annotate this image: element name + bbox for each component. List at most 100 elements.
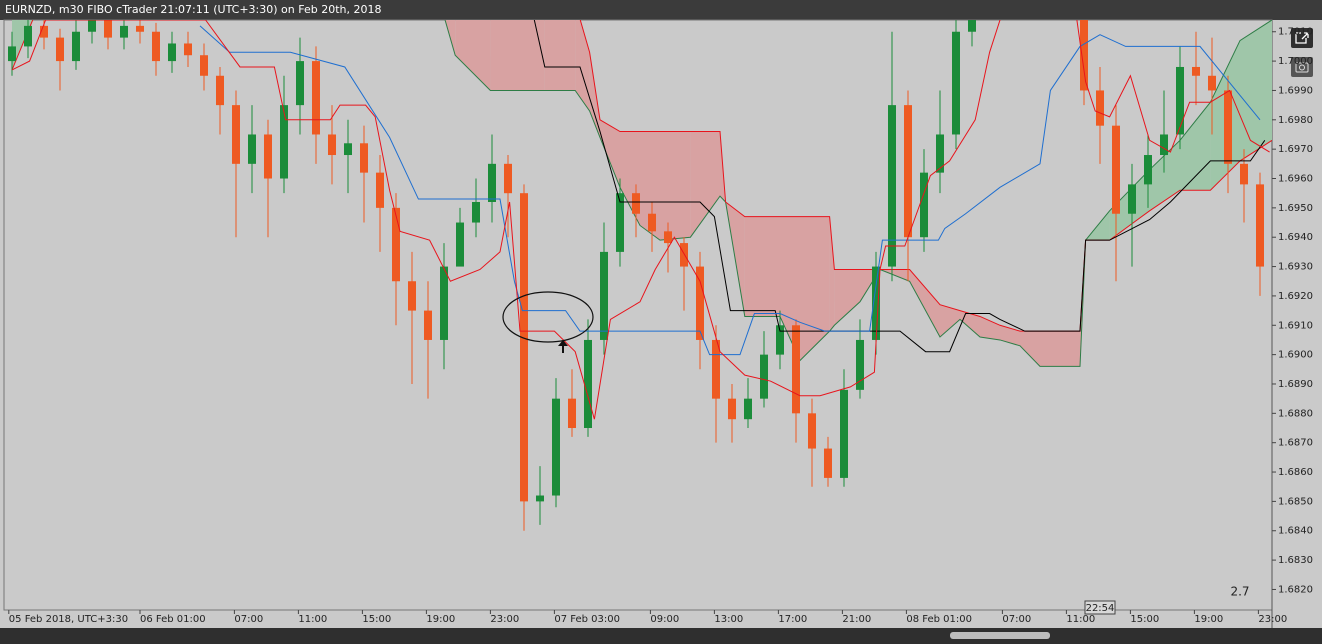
candle-body [968, 20, 976, 32]
candle-body [504, 163, 512, 194]
candle-body [600, 251, 608, 340]
cloud-fill [1149, 140, 1180, 211]
candle-body [664, 231, 672, 244]
candle-body [152, 31, 160, 62]
y-tick-label: 1.6880 [1278, 408, 1313, 419]
y-tick-label: 1.6930 [1278, 262, 1313, 273]
cloud-fill [834, 269, 860, 326]
indicator-line [11, 20, 1270, 420]
x-tick-label: 23:00 [490, 614, 519, 625]
x-tick-label: 19:00 [426, 614, 455, 625]
indicator-line [199, 25, 1261, 356]
y-tick-label: 1.6990 [1278, 85, 1313, 96]
candle-body [376, 172, 384, 208]
cloud-fill [455, 20, 491, 91]
cloud-fill [600, 119, 620, 188]
x-tick-label: 15:00 [362, 614, 391, 625]
candle-body [744, 398, 752, 420]
candle-body [552, 398, 560, 496]
candle-body [280, 105, 288, 179]
x-tick-label: 07:00 [1002, 614, 1031, 625]
y-tick-label: 1.6870 [1278, 438, 1313, 449]
cloud-fill [960, 310, 980, 338]
y-tick-label: 1.6970 [1278, 144, 1313, 155]
candle-body [40, 25, 48, 38]
indicator-line [533, 20, 1266, 353]
y-tick-label: 1.7010 [1278, 27, 1313, 38]
candle-body [184, 43, 192, 56]
scrollbar-thumb[interactable] [950, 632, 1050, 639]
candle-body [456, 222, 464, 267]
candle-body [424, 310, 432, 340]
y-tick-label: 1.6910 [1278, 320, 1313, 331]
x-tick-label: 13:00 [714, 614, 743, 625]
candle-body [776, 325, 784, 355]
candle-body [904, 105, 912, 238]
scrollbar-track [0, 628, 1322, 644]
y-tick-label: 1.6840 [1278, 526, 1313, 537]
candle-body [856, 339, 864, 390]
candle-body [584, 339, 592, 429]
cloud-fill [1020, 331, 1040, 367]
candle-body [840, 389, 848, 478]
detach-icon [1295, 32, 1309, 44]
plot-area [3, 19, 1273, 611]
x-tick-label: 05 Feb 2018, UTC+3:30 [9, 614, 128, 625]
candle-body [1176, 66, 1184, 135]
candle-body [1208, 75, 1216, 91]
candle-body [360, 143, 368, 173]
candle-body [1096, 90, 1104, 126]
x-tick-label: 19:00 [1194, 614, 1223, 625]
candle-body [1160, 134, 1168, 156]
x-tick-label: 17:00 [778, 614, 807, 625]
candle-body [872, 266, 880, 340]
y-tick-label: 1.6940 [1278, 232, 1313, 243]
x-tick-label: 11:00 [1066, 614, 1095, 625]
cloud-fill [589, 52, 600, 138]
candle-body [232, 105, 240, 164]
candle-body [728, 398, 736, 420]
annotation-ellipse [502, 291, 594, 343]
cloud-fill [829, 216, 835, 332]
candle-body [136, 25, 144, 32]
candle-body [392, 207, 400, 282]
candle-body [408, 281, 416, 311]
candle-body [712, 339, 720, 399]
candle-body [24, 25, 32, 47]
cloud-fill [490, 20, 545, 91]
cloud-fill [780, 216, 800, 361]
candle-body [1192, 66, 1200, 76]
x-tick-label: 07:00 [234, 614, 263, 625]
title-bar [0, 0, 1322, 20]
y-tick-label: 1.6890 [1278, 379, 1313, 390]
y-tick-label: 1.6980 [1278, 115, 1313, 126]
candle-body [264, 134, 272, 179]
candle-body [648, 213, 656, 232]
x-tick-label: 07 Feb 03:00 [554, 614, 620, 625]
y-tick-label: 1.6960 [1278, 174, 1313, 185]
candle-body [8, 46, 16, 62]
cloud-fill [980, 316, 1000, 340]
candle-body [344, 143, 352, 156]
cloud-fill [575, 20, 590, 111]
cloud-fill [690, 131, 720, 238]
candle-body [536, 495, 544, 502]
y-tick-label: 1.6820 [1278, 584, 1313, 595]
candle-body [760, 354, 768, 399]
cursor-time-box [1084, 600, 1116, 615]
candle-body [472, 201, 480, 223]
plot-layer [8, 20, 1272, 531]
cloud-fill [640, 131, 660, 241]
candle-body [1144, 155, 1152, 185]
candle-body [1112, 125, 1120, 214]
candle-body [248, 134, 256, 164]
y-tick-label: 1.6900 [1278, 350, 1313, 361]
candle-body [440, 266, 448, 340]
annotation-arrow [558, 340, 568, 353]
cloud-fill [544, 20, 576, 91]
candle-body [824, 448, 832, 478]
cloud-fill [909, 269, 940, 338]
candle-body [1128, 184, 1136, 214]
candle-body [88, 20, 96, 32]
